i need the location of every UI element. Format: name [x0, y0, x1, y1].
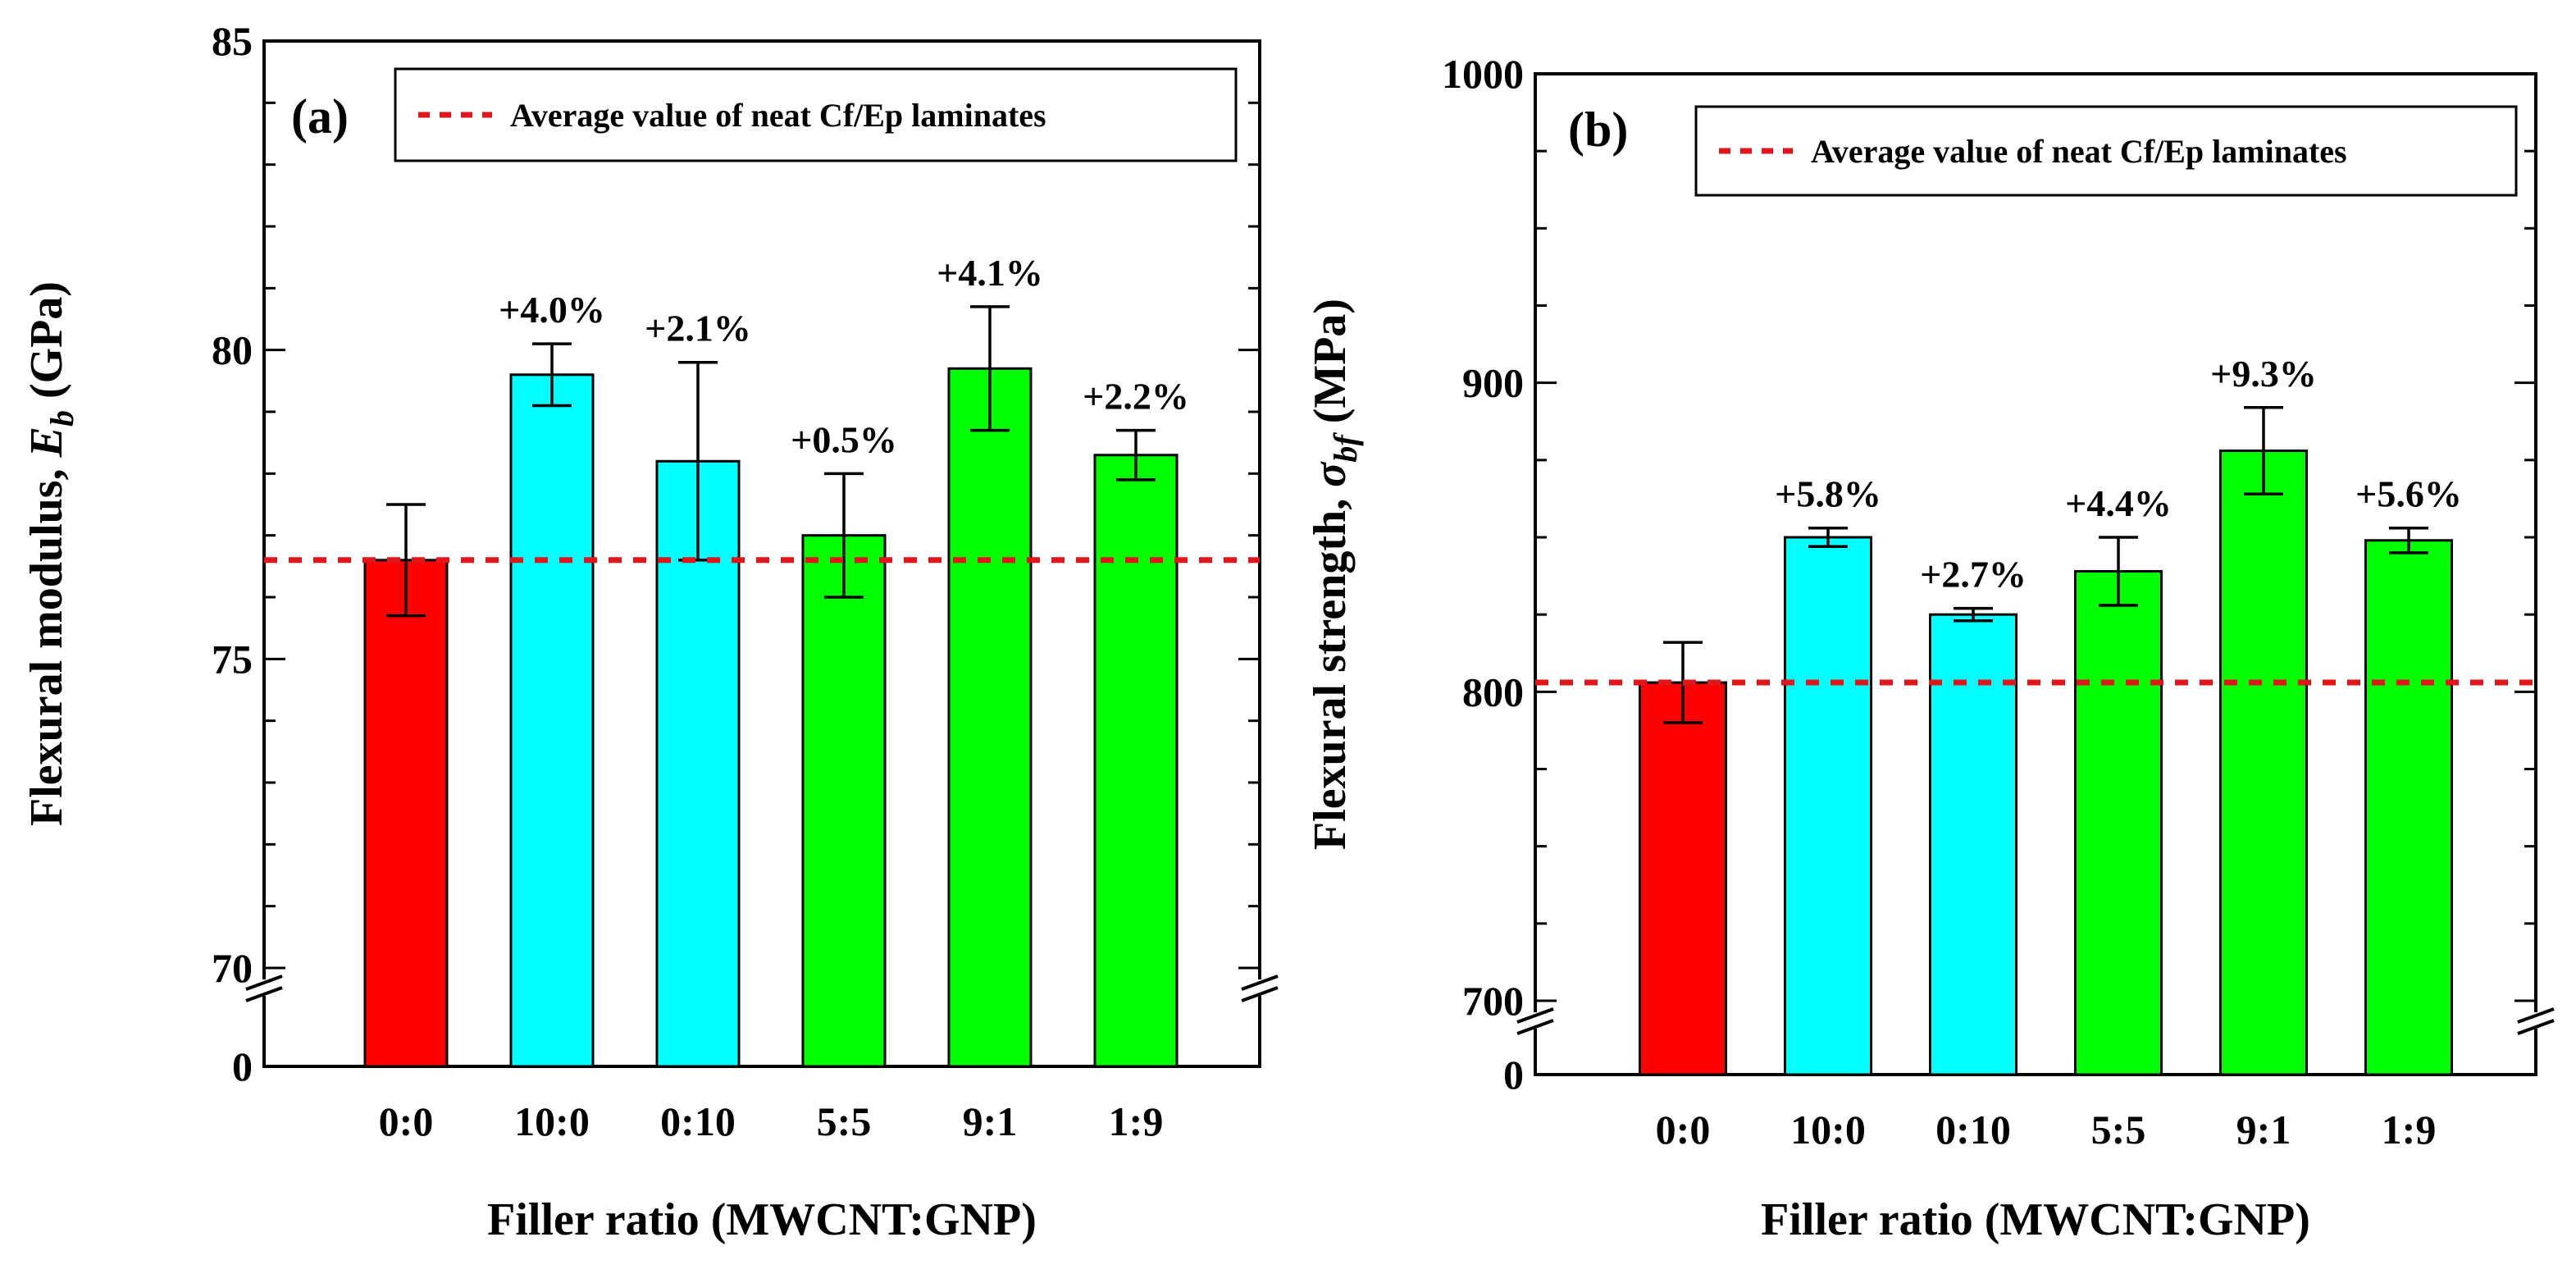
x-tick-label: 1:9	[2382, 1107, 2437, 1153]
bar-0:10	[1929, 613, 2017, 1076]
x-tick-label: 0:10	[1935, 1107, 2011, 1153]
y-tick-label: 75	[212, 636, 253, 682]
percent-change-label: +4.0%	[499, 289, 605, 331]
axis-break-mark	[1516, 1019, 1554, 1035]
panel-label: (b)	[1568, 103, 1628, 157]
x-tick-label: 5:5	[817, 1098, 872, 1144]
chart-panel-0: 70 75 80 85 0 0:0 +4.0% 10:0 +2.1% 0:10 +0.5% 5:5 +4…	[21, 18, 1279, 1245]
x-tick-label: 0:0	[1656, 1107, 1711, 1153]
x-tick-label: 5:5	[2091, 1107, 2146, 1153]
x-axis-title: Filler ratio (MWCNT:GNP)	[1761, 1194, 2310, 1245]
y-tick-label: 1000	[1442, 51, 1524, 97]
legend-label: Average value of neat Cf/Ep laminates	[510, 97, 1046, 134]
y-axis-title: Flexural modulus, Eb (GPa)	[21, 281, 80, 826]
x-tick-label: 9:1	[963, 1098, 1018, 1144]
legend-box	[1694, 105, 2518, 197]
y-tick-label: 700	[1462, 978, 1524, 1024]
legend-label: Average value of neat Cf/Ep laminates	[1811, 133, 2347, 170]
bar-0:0	[1639, 681, 1727, 1076]
y-axis-title: Flexural strength, σbf (MPa)	[1305, 299, 1364, 850]
legend-box	[394, 67, 1238, 162]
x-tick-label: 0:10	[660, 1098, 736, 1144]
y-baseline-label: 0	[1503, 1052, 1524, 1098]
axis-break-mark	[245, 975, 283, 991]
bar-10:0	[1784, 536, 1872, 1076]
chart-panel-1: 700 800 900 1000 0 0:0 +5.8% 10:0 +2.7% 0:10 +4.4%…	[1305, 51, 2555, 1245]
bar-1:9	[1093, 454, 1179, 1068]
y-tick-label: 800	[1462, 669, 1524, 714]
plot-frame	[262, 39, 1261, 1068]
x-tick-label: 10:0	[514, 1098, 590, 1144]
bar-10:0	[509, 373, 595, 1068]
axis-break-mark	[2517, 1007, 2555, 1024]
x-tick-label: 1:9	[1109, 1098, 1164, 1144]
axis-break-mark	[1516, 1007, 1554, 1024]
panel-label: (a)	[291, 89, 349, 144]
percent-change-label: +5.8%	[1775, 473, 1881, 515]
x-axis-title: Filler ratio (MWCNT:GNP)	[487, 1194, 1037, 1245]
x-tick-label: 10:0	[1790, 1107, 1866, 1153]
bar-5:5	[2074, 569, 2163, 1076]
bar-5:5	[801, 534, 887, 1068]
axis-break-mark	[1241, 975, 1279, 991]
axis-break-mark	[1241, 986, 1279, 1002]
x-tick-label: 9:1	[2236, 1107, 2291, 1153]
y-baseline-label: 0	[232, 1043, 253, 1089]
percent-change-label: +4.1%	[937, 252, 1043, 294]
percent-change-label: +4.4%	[2065, 482, 2172, 524]
percent-change-label: +9.3%	[2210, 353, 2317, 395]
axis-break-mark	[245, 986, 283, 1002]
percent-change-label: +2.1%	[645, 308, 751, 349]
bar-9:1	[2219, 450, 2308, 1076]
percent-change-label: +2.2%	[1083, 376, 1189, 418]
x-tick-label: 0:0	[379, 1098, 434, 1144]
bar-1:9	[2364, 539, 2453, 1076]
bar-9:1	[947, 367, 1033, 1068]
percent-change-label: +2.7%	[1920, 554, 2027, 596]
y-tick-label: 70	[212, 945, 253, 991]
plot-frame	[1534, 72, 2537, 1076]
percent-change-label: +0.5%	[791, 418, 897, 460]
y-tick-label: 85	[212, 18, 253, 64]
percent-change-label: +5.6%	[2355, 473, 2462, 515]
y-tick-label: 900	[1462, 360, 1524, 406]
y-tick-label: 80	[212, 327, 253, 373]
bar-0:0	[363, 559, 449, 1068]
axis-break-mark	[2517, 1019, 2555, 1035]
